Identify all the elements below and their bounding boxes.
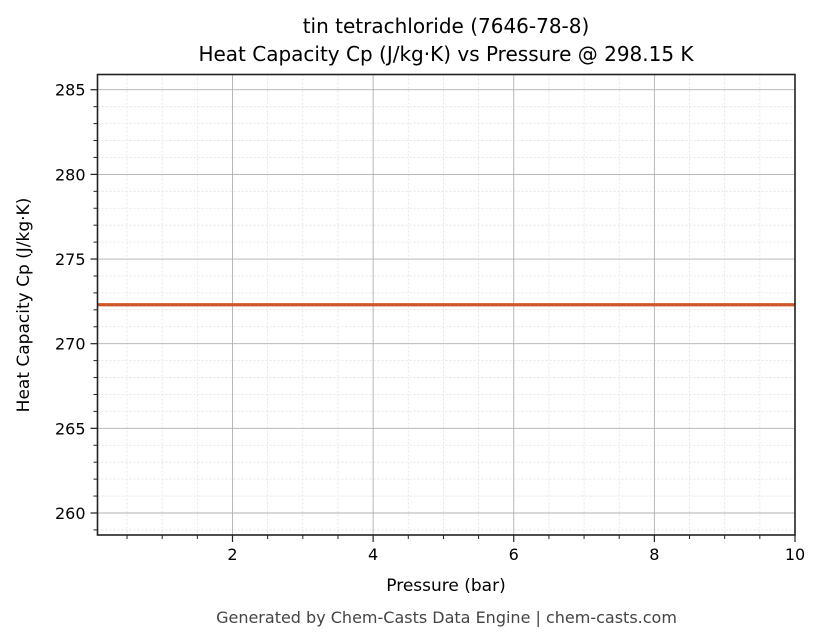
axis-ticks: 2 4 6 8 10 260 265 270 275 280 285 [55, 81, 805, 564]
y-tick-label: 265 [55, 419, 86, 438]
chart-title-compound: tin tetrachloride (7646-78-8) [302, 14, 590, 38]
x-axis-label: Pressure (bar) [386, 576, 506, 596]
minor-grid [97, 74, 795, 535]
x-tick-label: 4 [368, 545, 378, 564]
x-tick-label: 8 [649, 545, 659, 564]
x-tick-label: 6 [509, 545, 519, 564]
y-tick-label: 260 [55, 504, 86, 523]
y-tick-label: 275 [55, 250, 86, 269]
y-tick-label: 280 [55, 165, 86, 184]
y-axis-label: Heat Capacity Cp (J/kg·K) [14, 197, 34, 413]
chart-title-property: Heat Capacity Cp (J/kg·K) vs Pressure @ … [198, 42, 694, 66]
x-tick-label: 10 [785, 545, 805, 564]
footer-credit: Generated by Chem-Casts Data Engine | ch… [216, 608, 677, 627]
x-tick-label: 2 [227, 545, 237, 564]
y-tick-label: 270 [55, 335, 86, 354]
axes-frame [96, 73, 796, 536]
y-tick-label: 285 [55, 81, 86, 100]
